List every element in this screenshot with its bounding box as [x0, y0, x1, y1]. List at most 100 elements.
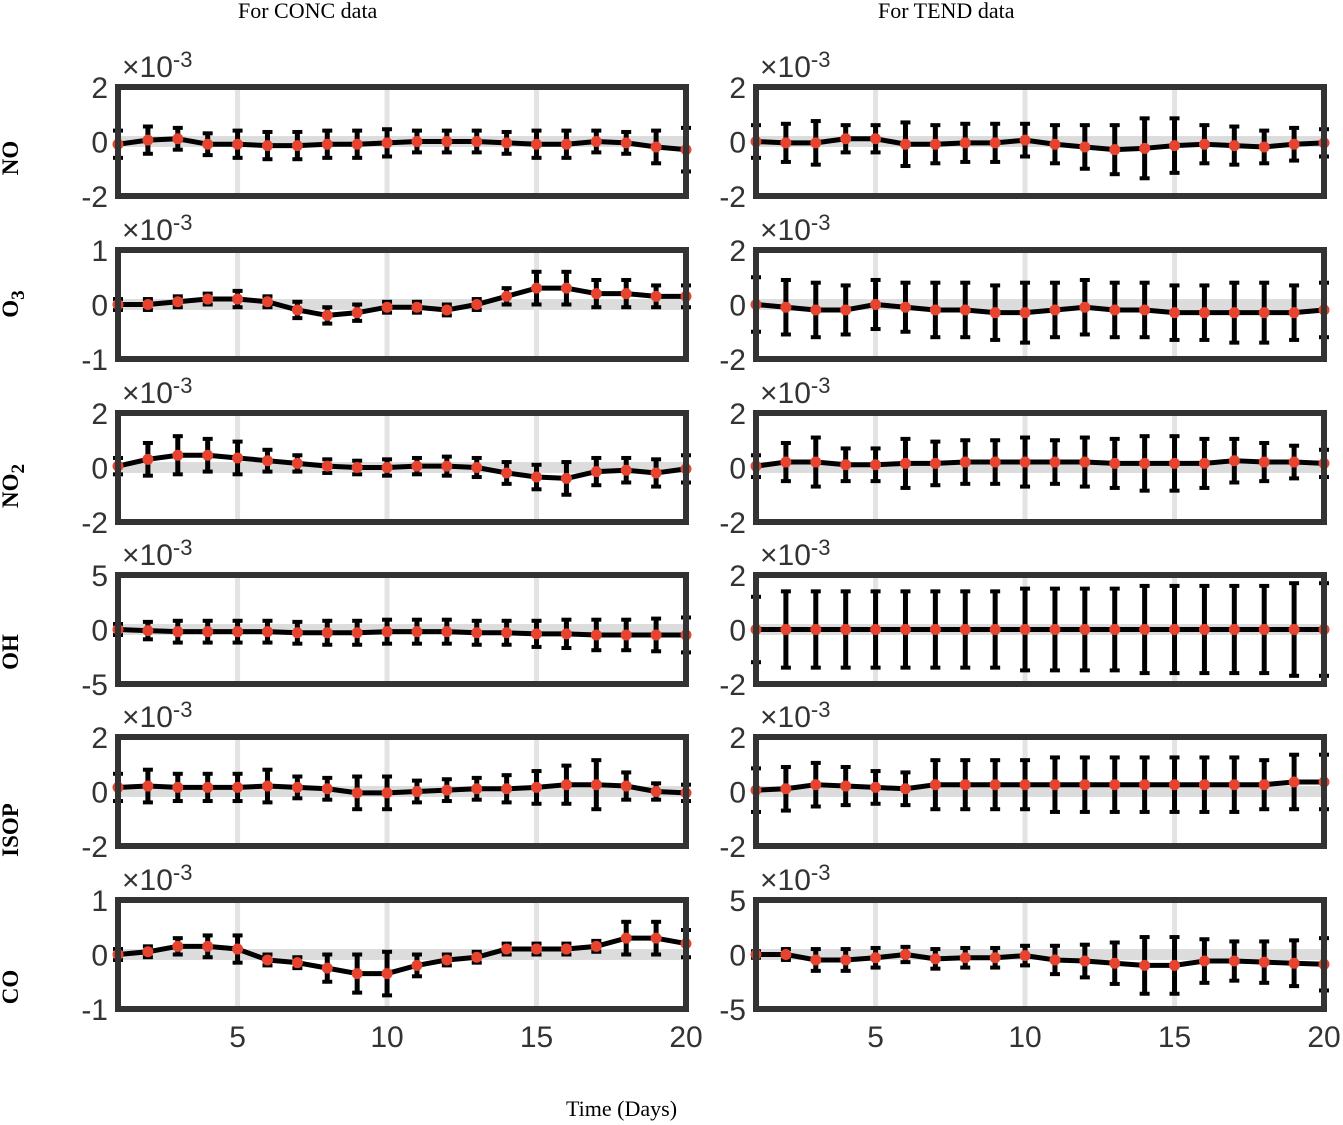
zero-band-conc-co [118, 949, 686, 960]
data-point-tend-oh-17 [1228, 624, 1240, 635]
data-point-tend-co-19 [1288, 957, 1300, 969]
y-tick-label-tend-no-0: 0 [729, 127, 746, 160]
data-point-tend-no2-10 [1019, 456, 1031, 468]
subplot-conc-isop: -2 0 2 ×10-3 [81, 697, 692, 864]
data-point-conc-isop-15 [531, 781, 543, 793]
data-point-conc-o3-7 [291, 304, 303, 316]
data-point-conc-no2-8 [321, 460, 333, 472]
data-point-tend-o3-7 [929, 304, 941, 316]
data-point-tend-isop-17 [1228, 779, 1240, 791]
data-point-conc-o3-14 [501, 290, 513, 302]
y-tick-label-tend-isop--2: -2 [719, 831, 746, 864]
data-point-tend-isop-12 [1079, 779, 1091, 791]
y-tick-label-conc-isop-0: 0 [91, 777, 108, 810]
data-point-conc-o3-17 [590, 288, 602, 300]
data-point-conc-co-4 [202, 940, 214, 952]
axes-frame-tend-oh [753, 572, 1327, 687]
exponent-label-tend-oh: ×10-3 [760, 535, 830, 572]
exponent-label-conc-no: ×10-3 [122, 47, 192, 84]
data-point-conc-o3-15 [531, 282, 543, 294]
data-point-conc-oh-3 [172, 626, 184, 638]
data-point-tend-isop-8 [959, 779, 971, 791]
data-point-tend-isop-11 [1049, 779, 1061, 791]
data-point-tend-co-3 [810, 954, 822, 966]
x-tick-label-tend-co-10: 10 [1008, 1021, 1041, 1054]
data-point-tend-isop-18 [1258, 779, 1270, 791]
data-point-tend-oh-19 [1288, 624, 1300, 635]
zero-band-tend-co [756, 949, 1324, 960]
data-point-conc-co-5 [232, 943, 244, 955]
data-point-conc-isop-10 [381, 787, 393, 799]
data-point-tend-no-14 [1139, 142, 1151, 154]
subplot-conc-o3: -1 0 1 ×10-3 [81, 210, 692, 377]
data-point-conc-no2-5 [232, 452, 244, 464]
data-point-tend-isop-3 [810, 779, 822, 791]
data-point-conc-co-19 [650, 932, 662, 944]
exponent-label-tend-o3: ×10-3 [760, 210, 830, 247]
data-point-conc-oh-4 [202, 626, 214, 638]
y-tick-label-tend-co--5: -5 [719, 994, 746, 1027]
y-tick-label-tend-no--2: -2 [719, 181, 746, 214]
y-tick-label-tend-no2-2: 2 [729, 398, 746, 431]
data-point-tend-no-8 [959, 137, 971, 149]
data-point-tend-isop-16 [1198, 779, 1210, 791]
data-point-tend-o3-14 [1139, 304, 1151, 316]
y-tick-label-conc-no2--2: -2 [81, 507, 108, 540]
data-point-conc-isop-13 [471, 783, 483, 795]
data-point-conc-co-3 [172, 940, 184, 952]
data-point-tend-oh-5 [870, 624, 882, 635]
data-point-tend-o3-8 [959, 304, 971, 316]
data-point-conc-no-19 [650, 141, 662, 153]
data-point-conc-co-17 [590, 940, 602, 952]
exponent-label-tend-no2: ×10-3 [760, 373, 830, 410]
y-tick-label-conc-no--2: -2 [81, 181, 108, 214]
data-point-tend-isop-7 [929, 779, 941, 791]
data-point-tend-isop-5 [870, 781, 882, 793]
data-point-tend-no2-7 [929, 457, 941, 469]
data-point-conc-co-13 [471, 951, 483, 963]
data-point-conc-co-7 [291, 957, 303, 969]
data-point-conc-o3-4 [202, 293, 214, 305]
data-point-conc-oh-7 [291, 627, 303, 639]
x-tick-label-tend-co-15: 15 [1158, 1021, 1191, 1054]
data-point-conc-co-8 [321, 962, 333, 974]
exponent-power-conc-no: -3 [173, 47, 193, 72]
axes-frame-tend-isop [753, 734, 1327, 849]
data-point-tend-oh-14 [1139, 624, 1151, 635]
data-point-conc-o3-10 [381, 301, 393, 313]
data-point-tend-oh-9 [989, 624, 1001, 635]
subplot-conc-co: -1 0 1 ×10-3 5 10 15 20 [81, 860, 702, 1054]
y-tick-label-conc-oh-5: 5 [91, 560, 108, 593]
data-point-conc-oh-12 [441, 626, 453, 638]
data-point-tend-co-9 [989, 952, 1001, 964]
exponent-power-tend-o3: -3 [811, 210, 831, 235]
data-point-conc-no-18 [620, 137, 632, 149]
data-point-tend-o3-16 [1198, 307, 1210, 319]
y-tick-label-conc-o3-0: 0 [91, 290, 108, 323]
data-point-tend-co-18 [1258, 956, 1270, 968]
data-point-conc-isop-19 [650, 786, 662, 797]
data-point-conc-no2-12 [441, 460, 453, 472]
data-point-tend-no2-9 [989, 456, 1001, 468]
data-point-conc-isop-18 [620, 780, 632, 792]
data-point-conc-co-18 [620, 932, 632, 944]
exponent-label-conc-co: ×10-3 [122, 860, 192, 897]
x-tick-label-conc-co-20: 20 [669, 1021, 702, 1054]
data-point-conc-no2-19 [650, 467, 662, 479]
axes-frame-tend-o3 [753, 247, 1327, 362]
data-point-conc-no2-13 [471, 462, 483, 473]
data-point-tend-no2-15 [1169, 457, 1181, 469]
y-tick-label-tend-o3-0: 0 [729, 290, 746, 323]
data-point-conc-co-9 [351, 968, 363, 980]
y-tick-label-tend-no-2: 2 [729, 72, 746, 105]
data-point-conc-no-12 [441, 136, 453, 147]
data-point-conc-no2-17 [590, 466, 602, 478]
data-point-tend-co-11 [1049, 954, 1061, 966]
axes-frame-tend-no2 [753, 410, 1327, 525]
data-point-conc-oh-19 [650, 629, 662, 641]
data-point-conc-oh-15 [531, 628, 543, 640]
data-point-conc-no2-6 [261, 455, 273, 467]
data-point-conc-oh-8 [321, 627, 333, 639]
exponent-label-tend-isop: ×10-3 [760, 697, 830, 734]
axes-frame-tend-co [753, 897, 1327, 1012]
